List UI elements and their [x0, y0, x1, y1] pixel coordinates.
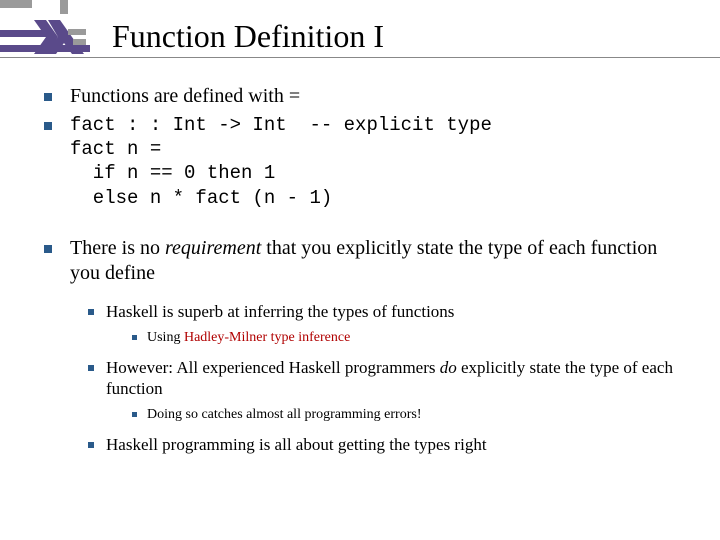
slide-body: Functions are defined with = fact : : In… [44, 84, 684, 459]
text-highlight: Hadley-Milner type inference [184, 330, 350, 345]
bullet-icon [132, 335, 137, 340]
bullet-item: Functions are defined with = [44, 84, 684, 110]
text: There is no [70, 237, 165, 259]
bullet-text: There is no requirement that you explici… [70, 236, 684, 287]
bullet-icon [88, 365, 94, 371]
text: However: All experienced Haskell program… [106, 358, 440, 377]
code-line: fact n = [70, 137, 684, 161]
bullet-item: There is no requirement that you explici… [44, 236, 684, 287]
bullet-text: However: All experienced Haskell program… [106, 357, 684, 401]
bullet-text: Haskell programming is all about getting… [106, 434, 487, 456]
decor-stripe [60, 0, 68, 14]
code-line: else n * fact (n - 1) [70, 186, 684, 210]
sub-bullet-item: Haskell programming is all about getting… [88, 434, 684, 456]
bullet-icon [44, 122, 52, 130]
bullet-icon [88, 309, 94, 315]
sub-bullet-item: However: All experienced Haskell program… [88, 357, 684, 401]
text: Using [147, 330, 184, 345]
sub-sub-bullet-item: Doing so catches almost all programming … [132, 406, 684, 424]
haskell-logo-icon [32, 18, 86, 56]
header-divider [0, 57, 720, 58]
bullet-text: Functions are defined with = [70, 84, 300, 110]
text-emph: do [440, 358, 457, 377]
bullet-text: Haskell is superb at inferring the types… [106, 301, 454, 323]
bullet-text: Doing so catches almost all programming … [147, 406, 421, 424]
code-line: if n == 0 then 1 [70, 161, 684, 185]
code-line: fact : : Int -> Int -- explicit type [70, 113, 492, 137]
bullet-text: Using Hadley-Milner type inference [147, 329, 350, 347]
bullet-icon [44, 245, 52, 253]
slide-title: Function Definition I [112, 18, 384, 55]
bullet-icon [132, 412, 137, 417]
bullet-icon [88, 442, 94, 448]
bullet-item: fact : : Int -> Int -- explicit type [44, 113, 684, 137]
text-emph: requirement [165, 237, 261, 259]
decor-stripe [0, 0, 32, 8]
bullet-icon [44, 93, 52, 101]
sub-bullet-item: Haskell is superb at inferring the types… [88, 301, 684, 323]
sub-sub-bullet-item: Using Hadley-Milner type inference [132, 329, 684, 347]
